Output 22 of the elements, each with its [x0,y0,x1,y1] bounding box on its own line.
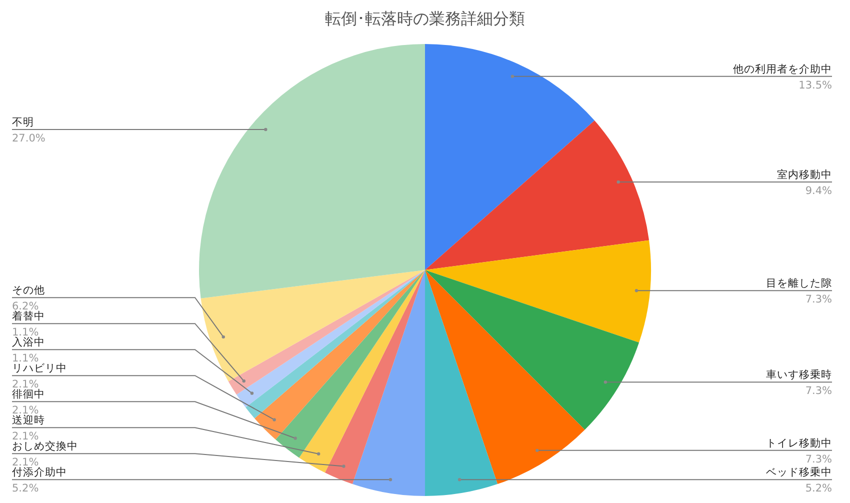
data-label: 7.3% [805,385,832,398]
data-label: 13.5% [798,79,832,92]
data-label: 7.3% [805,453,832,466]
slice-label: 着替中 [12,310,45,323]
slice-label: 付添介助中 [12,466,67,479]
chart-title: 転倒･転落時の業務詳細分類 [325,9,525,28]
slice-label: ベッド移乗中 [766,466,832,479]
slice-label: 不明 [12,116,34,129]
slice-label: トイレ移動中 [766,436,832,450]
data-label: 27.0% [12,132,46,145]
slice-label: 室内移動中 [777,168,832,181]
slice-label: 他の利用者を介助中 [733,62,832,76]
data-label: 5.2% [12,482,39,495]
slice-label: 目を離した隙 [766,278,832,290]
slice-label: 送迎時 [12,414,45,427]
slice-label: 徘徊中 [12,388,45,401]
data-label: 7.3% [805,294,832,306]
slice-label: その他 [12,284,45,297]
slice-label: 車いす移乗時 [766,368,832,382]
data-label: 9.4% [805,184,832,197]
slice-label: 入浴中 [12,336,45,349]
data-label: 5.2% [805,482,832,495]
